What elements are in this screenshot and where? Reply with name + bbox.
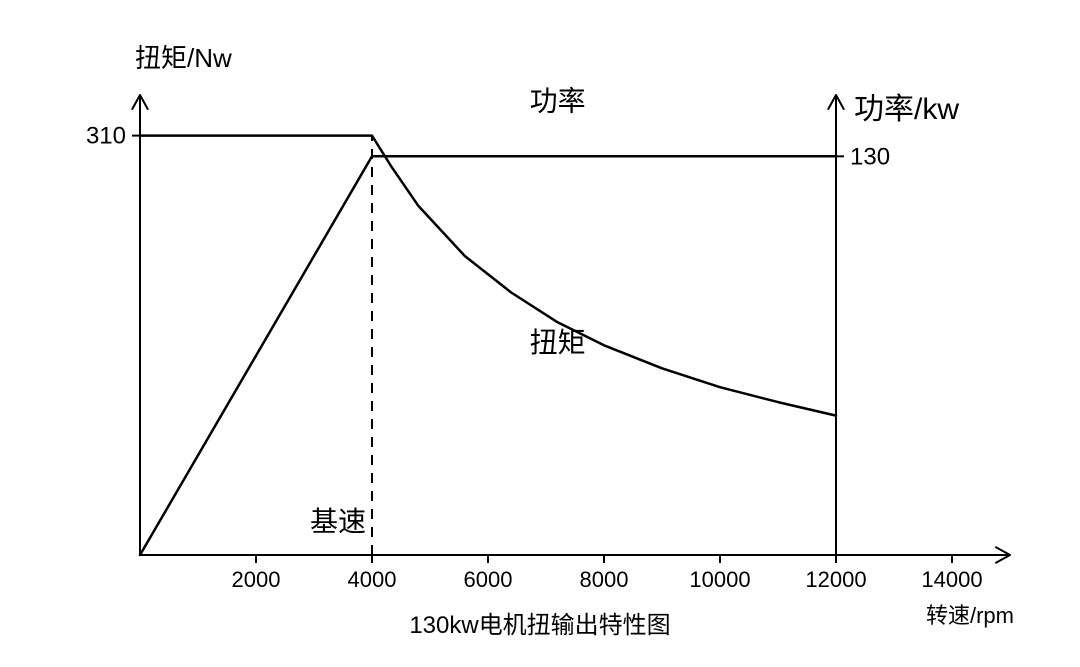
x-tick-label: 2000 (232, 567, 281, 592)
x-tick-label: 12000 (805, 567, 866, 592)
x-tick-label: 10000 (689, 567, 750, 592)
y-left-tick-310: 310 (86, 123, 126, 150)
x-tick-label: 14000 (921, 567, 982, 592)
y-right-label: 功率/kw (854, 93, 959, 126)
torque-series-label: 扭矩 (530, 327, 586, 358)
x-axis-label: 转速/rpm (926, 603, 1014, 628)
x-tick-label: 4000 (348, 567, 397, 592)
chart-caption: 130kw电机扭输出特性图 (409, 612, 670, 639)
x-tick-label: 6000 (464, 567, 513, 592)
x-tick-label: 8000 (580, 567, 629, 592)
y-left-label: 扭矩/Nw (135, 43, 232, 73)
power-series-label: 功率 (530, 85, 586, 116)
y-right-tick-130: 130 (850, 143, 890, 170)
base-speed-label: 基速 (310, 506, 366, 537)
motor-characteristic-chart: 2000 4000 6000 8000 10000 12000 14000 转速/rpm 扭矩/… (0, 0, 1080, 667)
